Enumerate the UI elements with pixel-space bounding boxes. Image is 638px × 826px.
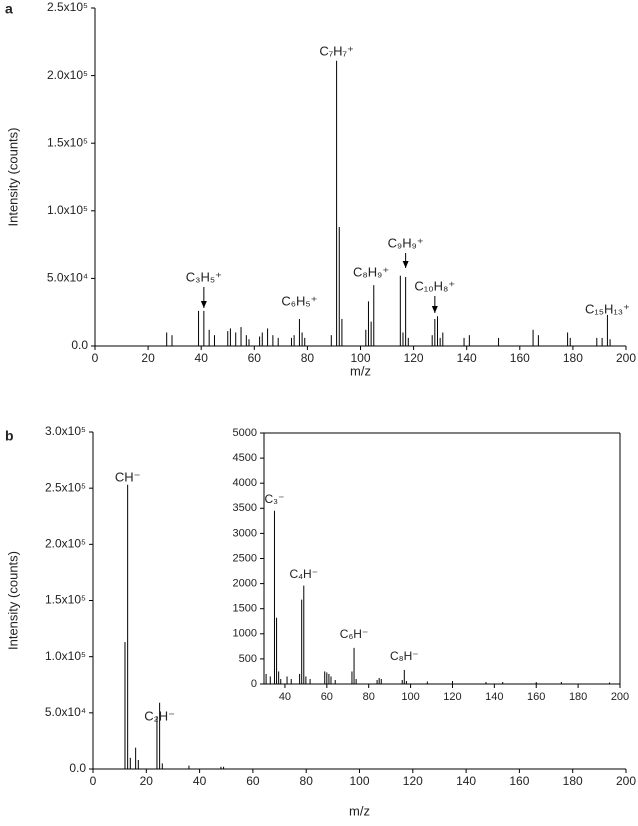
x-tick-label: 60 (246, 774, 260, 788)
arrow-head (402, 261, 409, 268)
peak-annotation: C₈H₉⁺ (353, 264, 389, 279)
peak-annotation: C₆H₅⁺ (281, 293, 317, 308)
y-tick-label: 5.0x10⁴ (47, 271, 88, 285)
x-axis-label: m/z (349, 803, 370, 818)
peak-annotation: C₂H⁻ (144, 708, 175, 723)
peak-annotation: C₁₅H₁₃⁺ (585, 301, 630, 316)
x-tick-label: 20 (140, 774, 154, 788)
x-axis-label: m/z (350, 363, 371, 378)
y-tick-label: 2500 (233, 552, 257, 564)
peak-annotation: C₉H₉⁺ (388, 235, 424, 250)
y-axis-label: Intensity (counts) (5, 551, 20, 650)
peak-annotation: C₃H₅⁺ (186, 269, 222, 284)
x-tick-label: 180 (563, 351, 583, 365)
y-tick-label: 2.5x10⁵ (47, 0, 88, 14)
x-tick-label: 60 (248, 351, 262, 365)
x-tick-label: 160 (510, 351, 530, 365)
y-axis-label: Intensity (counts) (5, 128, 20, 227)
y-tick-label: 1.5x10⁵ (47, 135, 88, 149)
y-tick-label: 0.0 (71, 338, 88, 352)
y-tick-label: 1000 (233, 628, 257, 640)
y-tick-label: 4500 (233, 452, 257, 464)
x-tick-label: 100 (349, 774, 369, 788)
x-tick-label: 140 (485, 691, 503, 703)
panel-label: a (5, 1, 13, 17)
y-tick-label: 3.0x10⁵ (45, 424, 86, 438)
peak-annotation: C₄H⁻ (289, 567, 318, 581)
y-tick-label: 1.0x10⁵ (45, 649, 86, 663)
x-tick-label: 160 (509, 774, 529, 788)
peak-annotation: C₁₀H₈⁺ (414, 278, 455, 293)
y-tick-label: 500 (239, 653, 257, 665)
x-tick-label: 80 (363, 691, 375, 703)
x-tick-label: 140 (456, 774, 476, 788)
arrow-head (200, 301, 207, 308)
y-tick-label: 1.0x10⁵ (47, 203, 88, 217)
x-tick-label: 200 (611, 691, 629, 703)
y-tick-label: 2.0x10⁵ (47, 68, 88, 82)
x-tick-label: 120 (404, 351, 424, 365)
x-tick-label: 40 (193, 774, 207, 788)
x-tick-label: 40 (195, 351, 209, 365)
x-tick-label: 100 (350, 351, 370, 365)
x-tick-label: 100 (401, 691, 419, 703)
y-tick-label: 2.5x10⁵ (45, 480, 86, 494)
y-tick-label: 5.0x10⁴ (45, 705, 86, 719)
panel-label: b (5, 428, 14, 444)
x-tick-label: 80 (300, 774, 314, 788)
y-tick-label: 3500 (233, 502, 257, 514)
x-tick-label: 0 (90, 774, 97, 788)
y-tick-label: 3000 (233, 527, 257, 539)
x-tick-label: 20 (141, 351, 155, 365)
peak-annotation: C₈H⁻ (390, 649, 419, 663)
x-tick-label: 180 (563, 774, 583, 788)
y-tick-label: 1500 (233, 603, 257, 615)
y-tick-label: 1.5x10⁵ (45, 593, 86, 607)
x-tick-label: 0 (92, 351, 99, 365)
y-tick-label: 0 (251, 678, 257, 690)
x-tick-label: 200 (616, 774, 636, 788)
y-tick-label: 2.0x10⁵ (45, 537, 86, 551)
peak-annotation: C₆H⁻ (340, 627, 369, 641)
peak-annotation: C₃⁻ (265, 492, 285, 506)
y-tick-label: 5000 (233, 427, 257, 439)
x-tick-label: 200 (616, 351, 636, 365)
x-tick-label: 120 (403, 774, 423, 788)
x-tick-label: 180 (569, 691, 587, 703)
x-tick-label: 160 (527, 691, 545, 703)
y-tick-label: 4000 (233, 477, 257, 489)
y-tick-label: 2000 (233, 578, 257, 590)
peak-annotation: C₇H₇⁺ (319, 43, 354, 58)
arrow-head (431, 306, 438, 313)
x-tick-label: 60 (321, 691, 333, 703)
x-tick-label: 120 (443, 691, 461, 703)
y-tick-label: 0.0 (69, 761, 86, 775)
peak-annotation: CH⁻ (115, 469, 141, 484)
x-tick-label: 80 (301, 351, 315, 365)
x-tick-label: 140 (457, 351, 477, 365)
x-tick-label: 40 (279, 691, 291, 703)
